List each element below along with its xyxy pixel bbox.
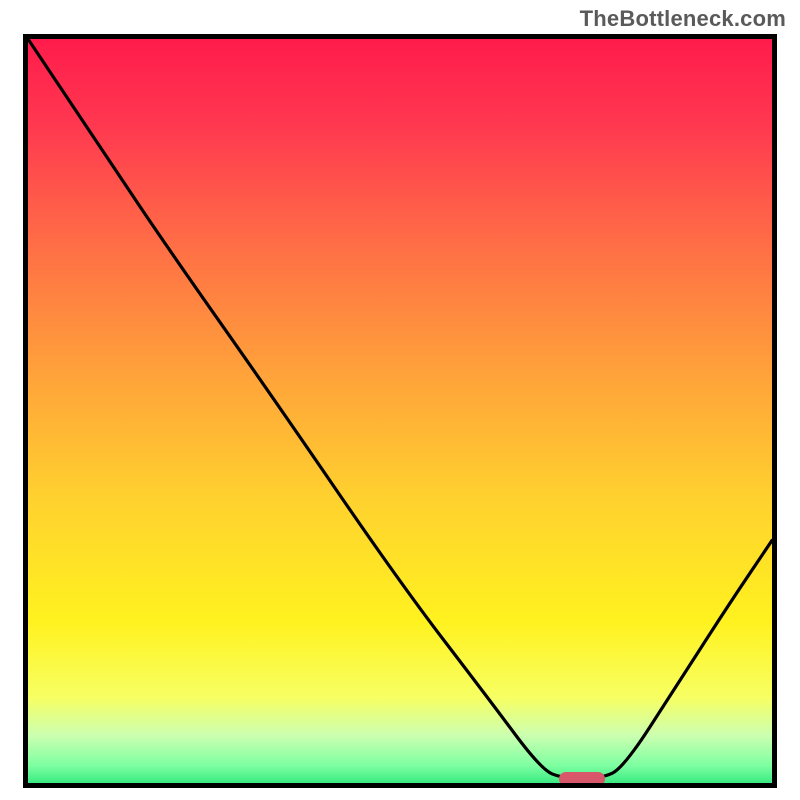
curve-minimum-marker	[559, 772, 605, 786]
chart-container: TheBottleneck.com	[0, 0, 800, 800]
curve-line	[23, 34, 777, 788]
watermark-text: TheBottleneck.com	[580, 6, 786, 32]
plot-area	[23, 34, 777, 788]
